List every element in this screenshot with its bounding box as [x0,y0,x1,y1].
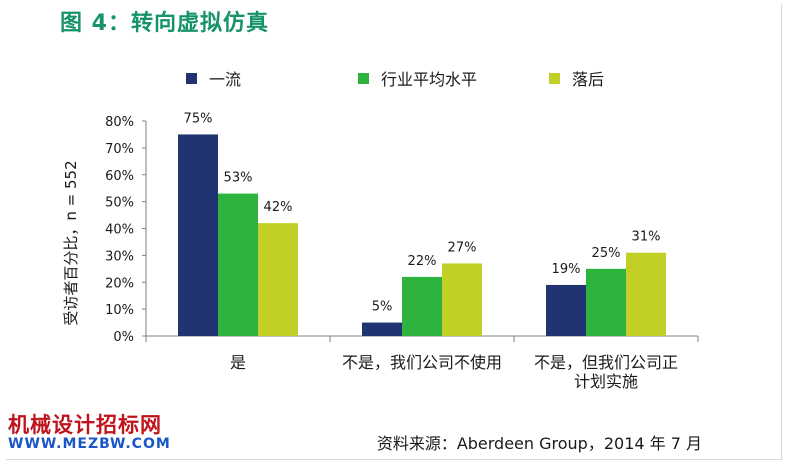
bar-2-cat-2 [402,276,442,336]
bar-2-cat-3 [586,268,626,336]
legend-swatch-series-3 [549,72,560,84]
data-label: 53% [224,171,253,186]
legend-item-series-1: 一流 [186,66,241,90]
data-label: 22% [408,254,437,269]
watermark-line1: 机械设计招标网 [8,412,162,437]
bar-2-cat-1 [218,193,258,336]
data-label: 31% [632,230,661,245]
bar-3-cat-2 [442,263,482,336]
watermark-logo: 机械设计招标网 WWW.MEZBW.COM [8,414,171,451]
y-tick-label: 40% [105,223,134,238]
legend-label-series-3: 落后 [572,70,605,89]
x-tick-label: 不是，但我们公司正 [534,353,678,372]
legend-label-series-2: 行业平均水平 [381,70,478,89]
data-label: 42% [264,200,293,215]
data-label: 25% [592,246,621,261]
data-label: 5% [372,300,393,315]
data-label: 27% [448,240,477,255]
chart-frame [6,4,782,460]
watermark-line2: WWW.MEZBW.COM [8,436,171,452]
y-axis-title: 受访者百分比，n = 552 [62,160,80,325]
legend-swatch-series-2 [358,72,369,84]
y-tick-label: 50% [105,196,134,211]
y-tick-label: 30% [105,249,134,264]
x-tick-label: 是 [230,353,246,372]
y-tick-label: 60% [105,169,134,184]
bar-3-cat-3 [626,252,666,336]
y-tick-label: 80% [105,115,134,130]
y-tick-label: 0% [113,330,134,345]
data-label: 75% [184,111,213,126]
legend-item-series-2: 行业平均水平 [358,66,477,90]
legend-item-series-3: 落后 [549,66,604,90]
data-label: 19% [552,262,581,277]
x-tick-label: 不是，我们公司不使用 [342,353,502,372]
legend-label-series-1: 一流 [209,70,242,89]
bar-1-cat-1 [178,134,218,336]
x-tick-label: 计划实施 [574,372,638,391]
y-tick-label: 10% [105,303,134,318]
y-tick-label: 20% [105,276,134,291]
bar-1-cat-2 [362,322,402,336]
bar-3-cat-1 [258,223,298,336]
source-note: 资料来源：Aberdeen Group，2014 年 7 月 [376,434,702,453]
legend-swatch-series-1 [186,72,197,84]
bar-1-cat-3 [546,284,586,336]
y-tick-label: 70% [105,142,134,157]
page-title: 图 4：转向虚拟仿真 [60,11,269,36]
